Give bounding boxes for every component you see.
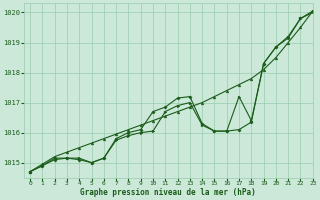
- X-axis label: Graphe pression niveau de la mer (hPa): Graphe pression niveau de la mer (hPa): [81, 188, 256, 197]
